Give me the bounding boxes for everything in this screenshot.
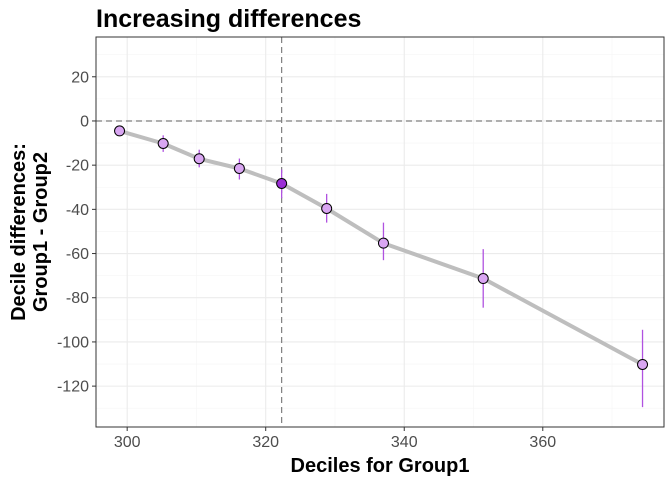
x-tick-label: 320	[252, 434, 279, 451]
y-tick-label: -80	[66, 290, 89, 307]
decile-point	[321, 202, 333, 214]
decile-point	[233, 162, 245, 174]
y-axis-title: Decile differences: Group1 - Group2	[8, 143, 52, 321]
y-axis-title-line-2: Group1 - Group2	[30, 152, 52, 312]
y-tick-label: 0	[80, 113, 89, 130]
y-tick-label: -60	[66, 246, 89, 263]
decile-point	[637, 358, 649, 370]
y-tick-label: -120	[57, 379, 89, 396]
y-tick-label: 20	[71, 69, 89, 86]
data-points	[114, 125, 649, 370]
minor-gridlines	[96, 37, 664, 427]
decile-point	[477, 273, 489, 285]
y-axis-ticks: 20 0 -20 -40 -60 -80 -100 -120	[57, 69, 96, 396]
y-tick-label: -100	[57, 334, 89, 351]
x-tick-label: 300	[114, 434, 141, 451]
y-axis-title-line-1: Decile differences:	[8, 143, 30, 321]
y-tick-label: -40	[66, 202, 89, 219]
error-bars	[118, 128, 644, 408]
x-axis-ticks: 300 320 340 360	[114, 427, 556, 451]
chart-title: Increasing differences	[96, 5, 361, 33]
plot-panel-border	[95, 36, 665, 428]
decile-point	[377, 237, 389, 249]
decile-point	[114, 125, 126, 137]
reference-lines	[96, 37, 664, 427]
x-tick-label: 360	[529, 434, 556, 451]
decile-point	[157, 138, 169, 150]
major-gridlines	[96, 37, 664, 427]
median-point	[276, 177, 288, 189]
x-tick-label: 340	[391, 434, 418, 451]
y-tick-label: -20	[66, 158, 89, 175]
x-axis-title: Deciles for Group1	[291, 455, 470, 477]
decile-point	[193, 153, 205, 165]
